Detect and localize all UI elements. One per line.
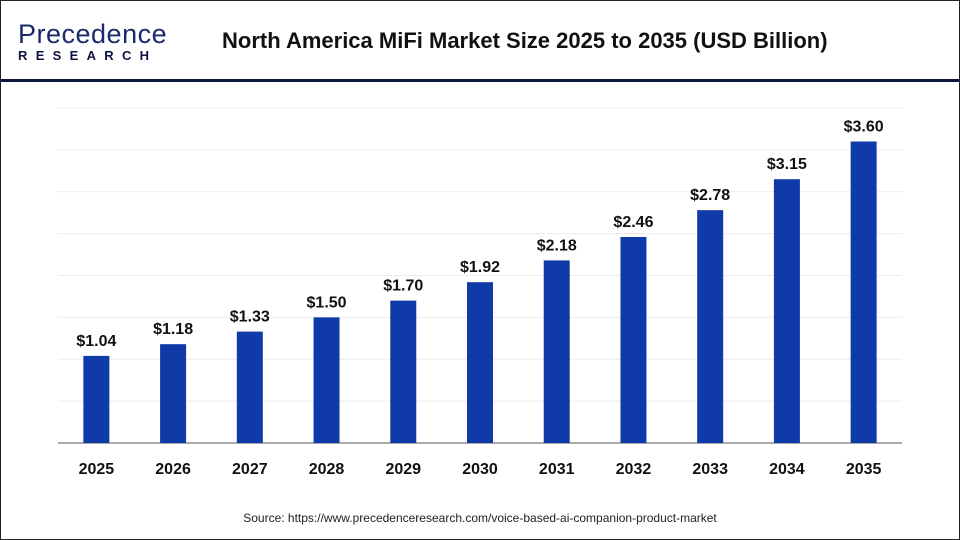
data-label: $1.70	[383, 278, 423, 295]
x-tick-label: 2028	[309, 461, 345, 478]
x-tick-label: 2027	[232, 461, 268, 478]
bar	[160, 344, 187, 443]
data-label: $1.33	[230, 309, 270, 326]
data-label: $1.50	[307, 294, 347, 311]
x-tick-label: 2034	[769, 461, 805, 478]
bar	[467, 282, 493, 443]
bar	[773, 179, 800, 443]
data-label: $2.46	[613, 214, 653, 231]
x-tick-label: 2025	[79, 461, 115, 478]
logo: Precedence RESEARCH	[18, 20, 167, 63]
bar	[543, 260, 570, 443]
x-tick-label: 2032	[616, 461, 652, 478]
data-label: $3.60	[844, 119, 884, 136]
x-tick-label: 2031	[539, 461, 575, 478]
bar	[236, 331, 263, 443]
bar	[697, 210, 724, 443]
bar	[620, 236, 647, 443]
bar	[83, 355, 110, 443]
data-label: $1.04	[76, 333, 116, 350]
logo-main: Precedence	[18, 19, 168, 49]
header-divider	[1, 79, 959, 82]
x-tick-label: 2035	[846, 461, 882, 478]
bar	[313, 317, 340, 443]
source-note: Source: https://www.precedenceresearch.c…	[243, 511, 717, 525]
x-tick-label: 2033	[692, 461, 728, 478]
data-label: $1.18	[153, 321, 193, 338]
bar	[390, 300, 417, 443]
x-tick-label: 2029	[385, 461, 421, 478]
data-label: $2.78	[690, 187, 730, 204]
logo-sub: RESEARCH	[18, 48, 158, 63]
data-label: $1.92	[460, 259, 500, 276]
chart-title: North America MiFi Market Size 2025 to 2…	[222, 28, 828, 53]
data-label: $2.18	[537, 237, 577, 254]
bar	[850, 141, 877, 443]
x-tick-label: 2026	[155, 461, 191, 478]
x-tick-label: 2030	[462, 461, 498, 478]
data-label: $3.15	[767, 156, 807, 173]
